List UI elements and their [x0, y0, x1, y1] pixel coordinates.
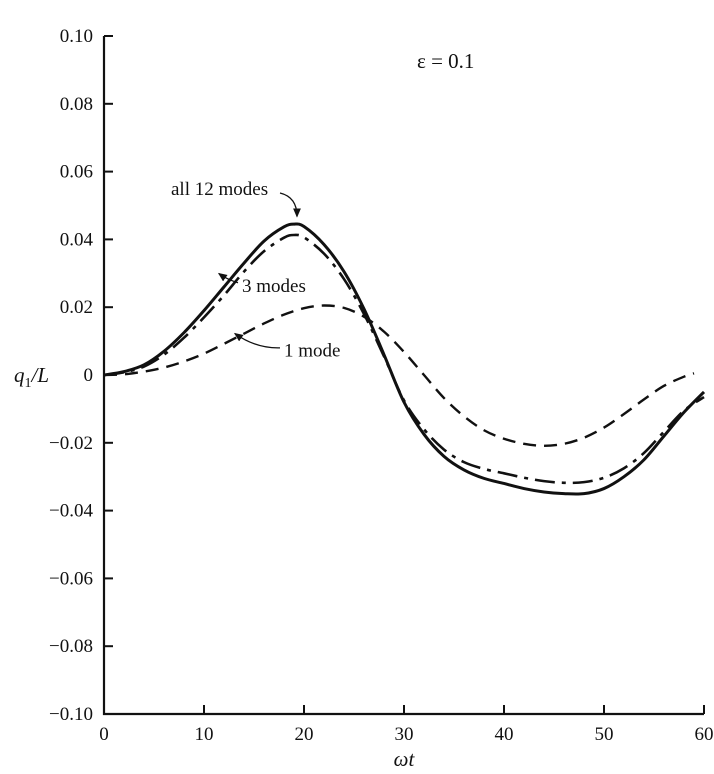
x-axis-tick-label: 0 [99, 724, 109, 745]
x-axis-tick-label: 10 [195, 724, 214, 745]
curve-label-pointer [217, 272, 239, 284]
y-axis-tick-label: −0.08 [49, 636, 93, 657]
axes [102, 36, 704, 716]
x-axis-tick-label: 40 [495, 724, 514, 745]
y-axis-tick-label: 0.02 [60, 297, 93, 318]
x-axis-tick-label: 20 [295, 724, 314, 745]
y-axis-tick-label: −0.06 [49, 568, 93, 589]
y-axis-tick-label: 0 [84, 365, 94, 386]
epsilon-annotation: ε = 0.1 [417, 49, 474, 73]
x-axis-tick-label: 50 [595, 724, 614, 745]
curve-label-pointer [279, 192, 301, 218]
curve-label-all-12-modes: all 12 modes [171, 179, 268, 200]
y-axis-title: q1/L [14, 363, 49, 391]
y-axis-tick-label: −0.04 [49, 501, 93, 522]
curve-3-modes [103, 233, 705, 485]
y-axis-tick-label: −0.02 [49, 433, 93, 454]
curve-label-1-mode: 1 mode [284, 341, 340, 362]
y-axis-tick-label: −0.10 [49, 704, 93, 725]
y-axis-tick-label: 0.10 [60, 26, 93, 47]
curve-1-mode [103, 304, 695, 448]
y-axis-tick-label: 0.04 [60, 229, 94, 250]
curve-label-pointer [233, 332, 281, 349]
y-axis-tick-label: 0.06 [60, 162, 93, 183]
x-axis-tick-label: 30 [395, 724, 414, 745]
y-axis-tick-label: 0.08 [60, 94, 93, 115]
x-axis-tick-label: 60 [695, 724, 714, 745]
curve-label-3-modes: 3 modes [242, 276, 306, 297]
x-axis-title: ωt [394, 747, 416, 771]
